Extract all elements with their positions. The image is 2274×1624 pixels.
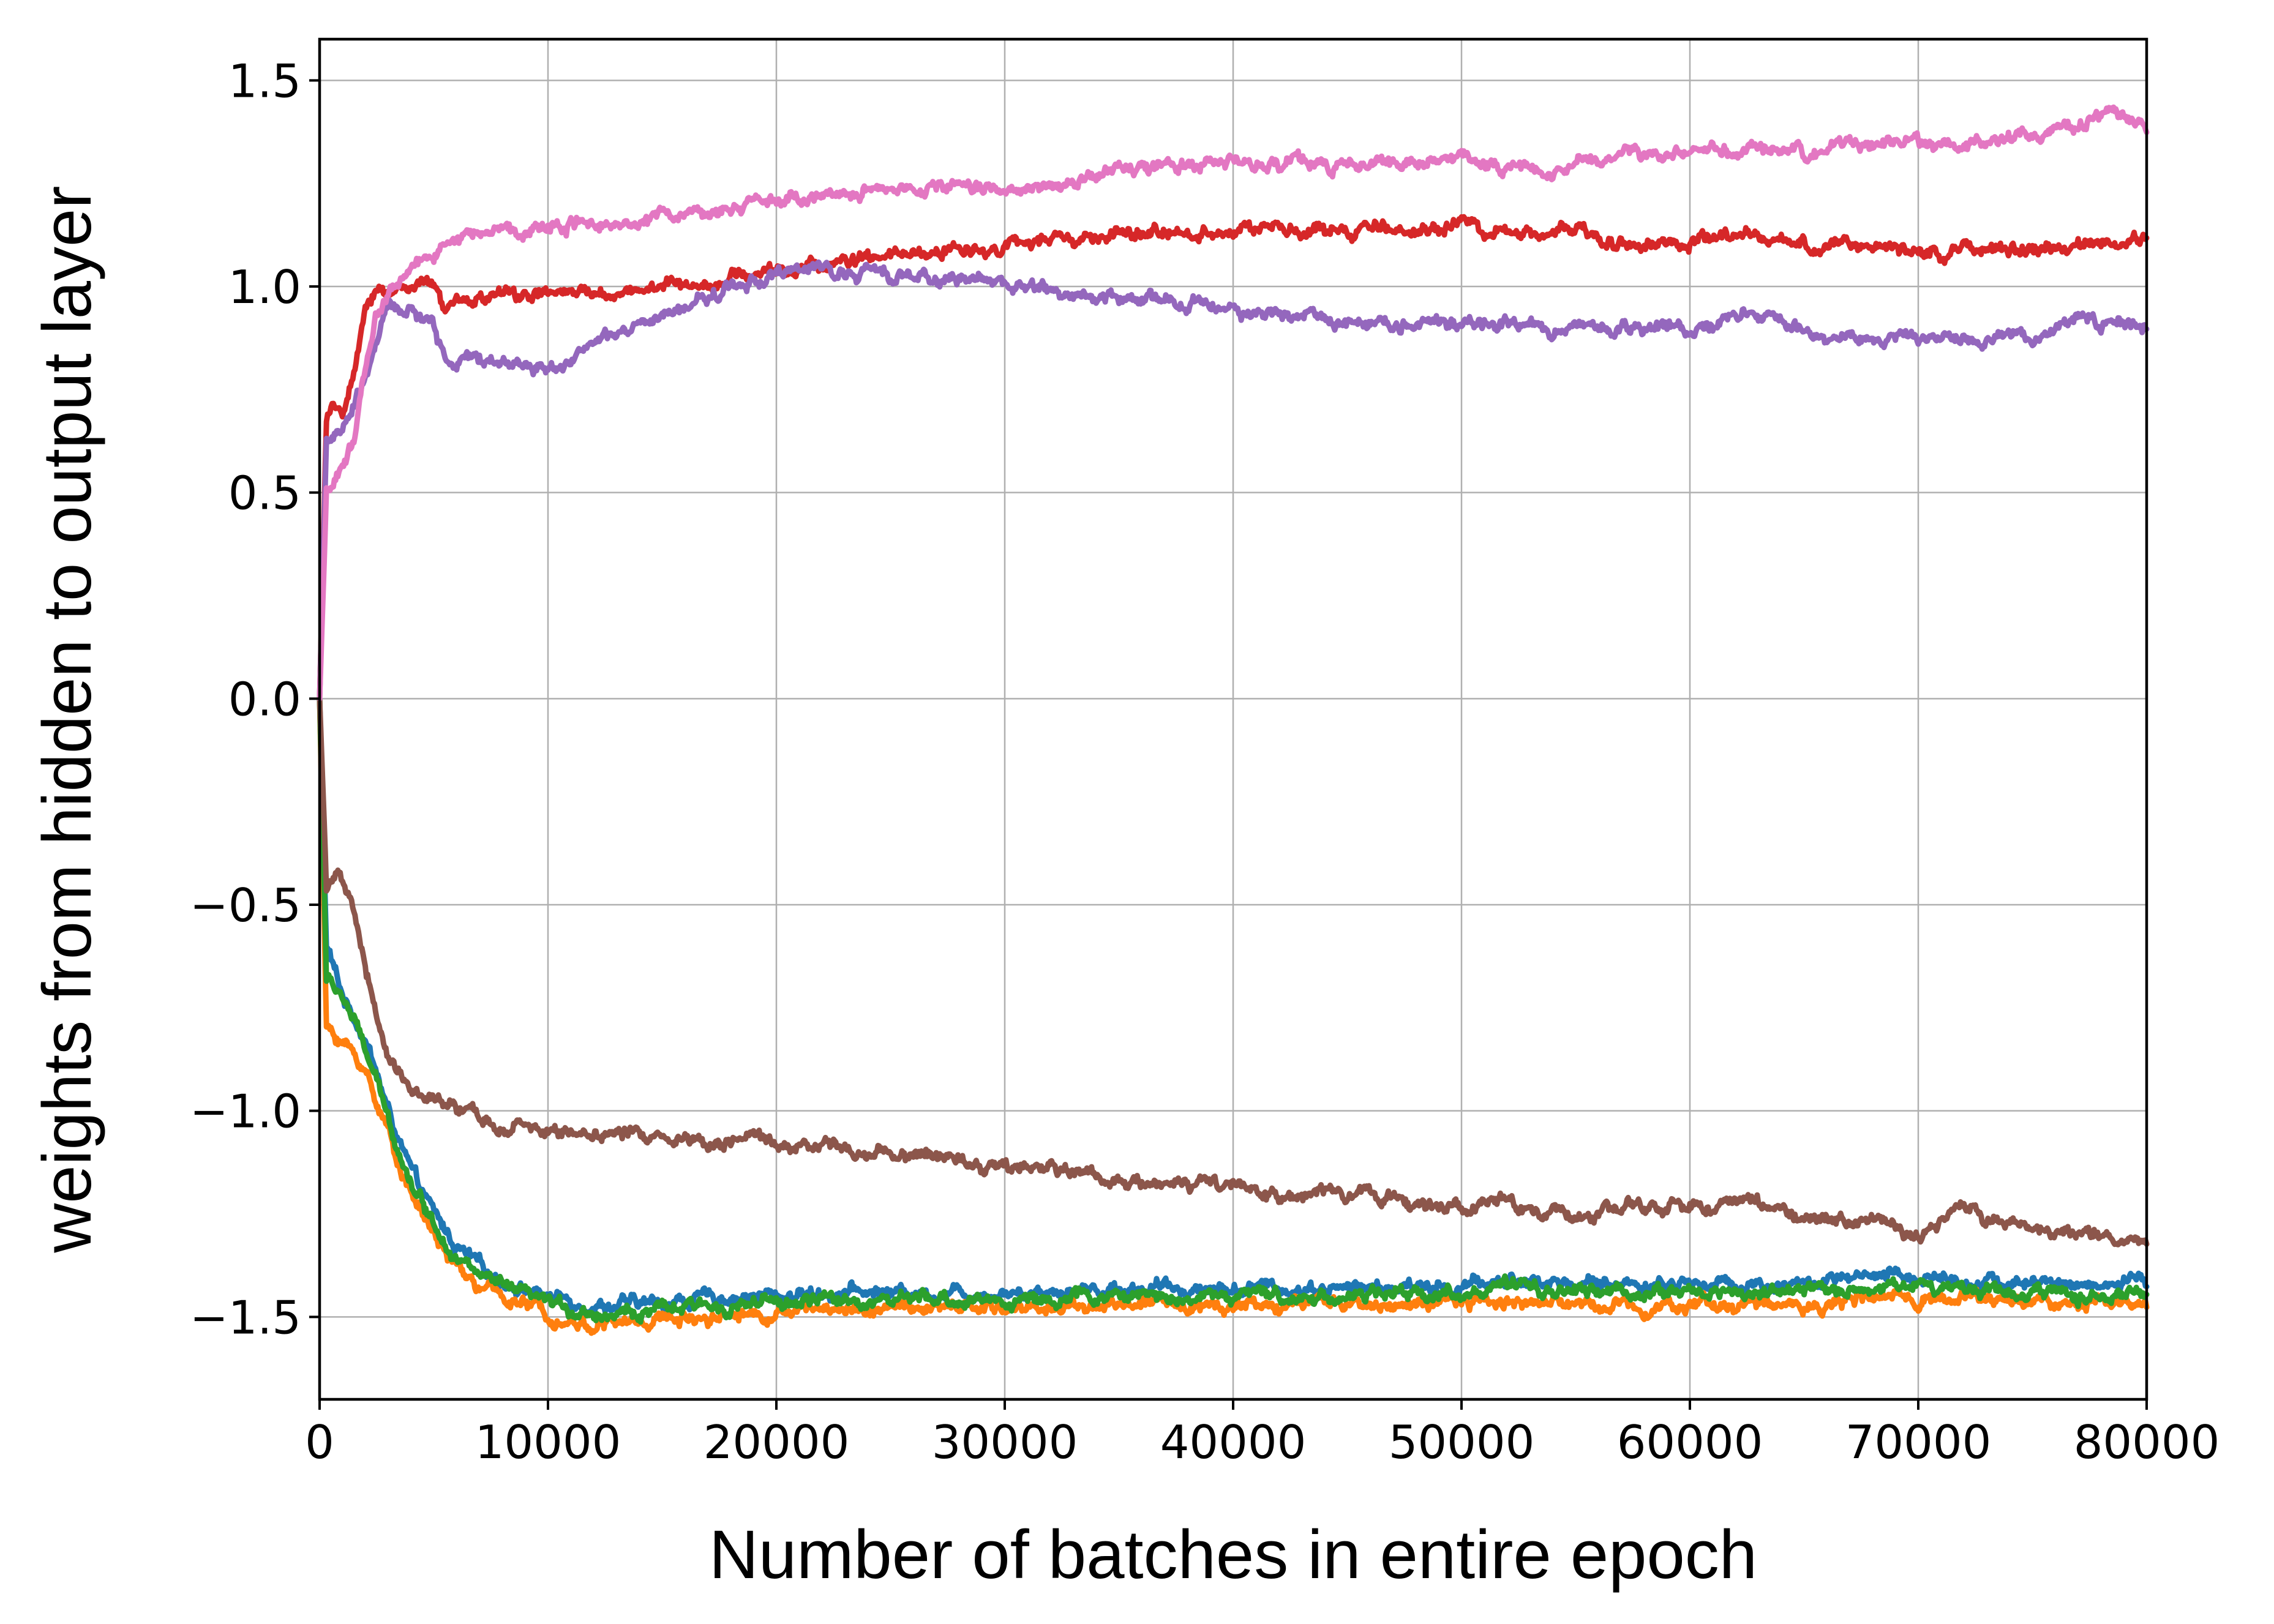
x-tick-label: 30000 (932, 1415, 1078, 1469)
x-tick-label: 10000 (475, 1415, 621, 1469)
y-tick-label: −1.5 (190, 1290, 301, 1344)
x-tick-label: 0 (305, 1415, 334, 1469)
series-line (317, 695, 2150, 1325)
x-tick-label: 40000 (1160, 1415, 1307, 1469)
y-tick-label: 0.5 (228, 466, 301, 520)
grid-lines (318, 39, 2148, 1399)
series-line (317, 214, 2150, 702)
series-line (317, 695, 2150, 1336)
series-line (317, 104, 2150, 702)
axis-ticks: 0 10000 20000 30000 40000 50000 60000 70000 8000… (190, 54, 2220, 1469)
series-layer (317, 104, 2150, 1336)
x-tick-label: 20000 (704, 1415, 850, 1469)
series-line (317, 259, 2150, 702)
series-line (317, 695, 2150, 1248)
y-tick-label: −0.5 (190, 878, 301, 932)
series-line (317, 695, 2150, 1319)
y-tick-label: 0.0 (228, 672, 301, 726)
y-tick-label: −1.0 (190, 1085, 301, 1139)
x-tick-label: 80000 (2074, 1415, 2220, 1469)
y-tick-label: 1.5 (228, 54, 301, 108)
x-tick-label: 60000 (1617, 1415, 1763, 1469)
x-tick-label: 50000 (1389, 1415, 1535, 1469)
y-axis-label: weights from hidden to output layer (29, 185, 105, 1253)
x-tick-label: 70000 (1845, 1415, 1992, 1469)
y-tick-label: 1.0 (228, 260, 301, 314)
x-axis-label: Number of batches in entire epoch (709, 1516, 1757, 1593)
